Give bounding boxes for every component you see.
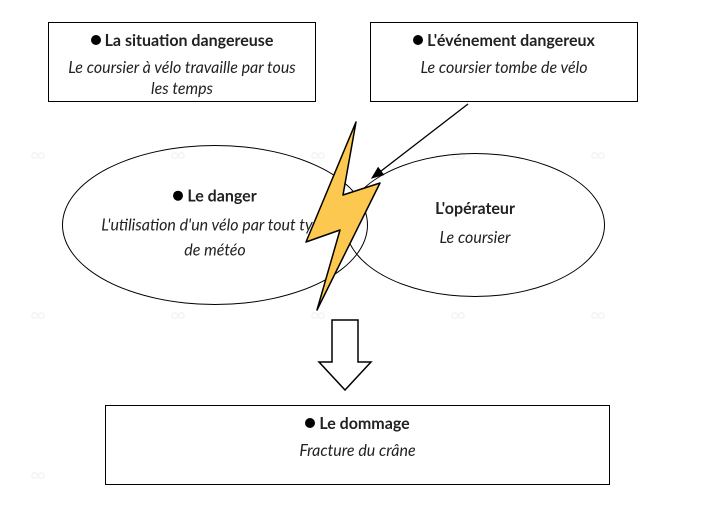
diagram-canvas: ∞∞∞∞∞∞∞∞∞∞∞∞∞∞∞ La situation dangereuse … xyxy=(0,0,705,509)
watermark-icon: ∞ xyxy=(170,300,186,327)
watermark-icon: ∞ xyxy=(590,140,606,167)
box-situation-body: Le coursier à vélo travaille par tous le… xyxy=(59,58,305,100)
watermark-icon: ∞ xyxy=(310,300,326,327)
down-block-arrow-icon xyxy=(319,320,371,390)
box-situation-dangereuse: La situation dangereuse Le coursier à vé… xyxy=(48,22,316,102)
box-dommage-body: Fracture du crâne xyxy=(116,441,599,462)
box-dommage-title-text: Le dommage xyxy=(319,414,409,433)
watermark-icon: ∞ xyxy=(30,140,46,167)
box-evenement-title: L'événement dangereux xyxy=(381,31,627,50)
ellipse-danger-body: L'utilisation d'un vélo par tout type de… xyxy=(93,214,337,264)
box-dommage: Le dommage Fracture du crâne xyxy=(105,405,610,485)
box-evenement-title-text: L'événement dangereux xyxy=(427,31,595,50)
box-evenement-dangereux: L'événement dangereux Le coursier tombe … xyxy=(370,22,638,102)
bullet-icon xyxy=(91,35,101,45)
watermark-icon: ∞ xyxy=(450,300,466,327)
bullet-icon xyxy=(305,418,315,428)
ellipse-operateur-title: L'opérateur xyxy=(376,199,574,218)
bullet-icon xyxy=(173,191,183,201)
ellipse-danger: Le danger L'utilisation d'un vélo par to… xyxy=(62,145,368,305)
watermark-icon: ∞ xyxy=(30,300,46,327)
box-evenement-body: Le coursier tombe de vélo xyxy=(381,58,627,79)
bullet-icon xyxy=(413,35,423,45)
ellipse-operateur-body: Le coursier xyxy=(376,226,574,251)
box-dommage-title: Le dommage xyxy=(116,414,599,433)
box-situation-title: La situation dangereuse xyxy=(59,31,305,50)
ellipse-danger-title: Le danger xyxy=(93,187,337,206)
watermark-icon: ∞ xyxy=(590,300,606,327)
box-situation-title-text: La situation dangereuse xyxy=(105,31,274,50)
ellipse-danger-title-text: Le danger xyxy=(187,187,256,206)
ellipse-operateur: L'opérateur Le coursier xyxy=(345,153,605,297)
watermark-icon: ∞ xyxy=(30,460,46,487)
